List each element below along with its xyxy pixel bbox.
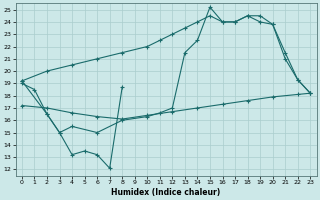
X-axis label: Humidex (Indice chaleur): Humidex (Indice chaleur) [111,188,221,197]
